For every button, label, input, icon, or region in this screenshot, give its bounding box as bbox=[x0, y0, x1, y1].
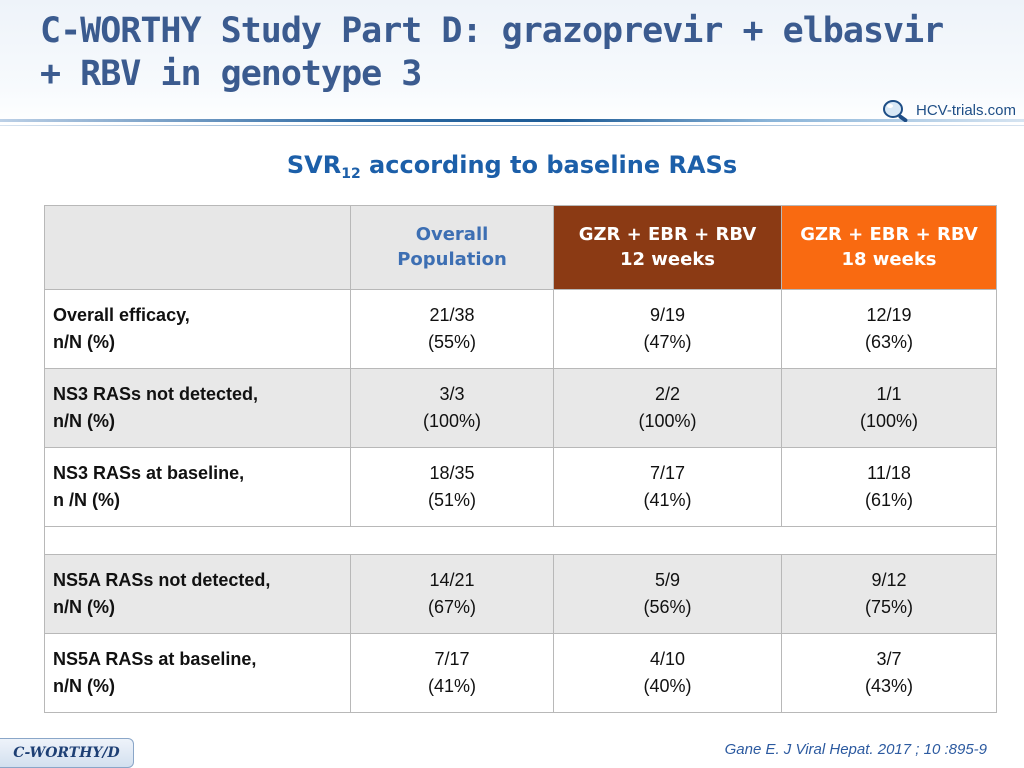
cell-fraction: 14/21 bbox=[429, 570, 475, 590]
header-line: GZR + EBR + RBV bbox=[800, 224, 978, 245]
slide-title-line-2: + RBV in genotype 3 bbox=[40, 54, 422, 94]
cell-overall-population: 3/3 (100%) bbox=[351, 369, 554, 448]
cell-percent: (41%) bbox=[643, 490, 692, 510]
cell-percent: (47%) bbox=[643, 332, 692, 352]
header-empty-cell bbox=[45, 206, 351, 290]
row-label: NS5A RASs at baseline, n/N (%) bbox=[45, 634, 351, 713]
row-label-line: n/N (%) bbox=[53, 411, 115, 431]
row-label-line: Overall efficacy, bbox=[53, 305, 190, 325]
spacer-cell bbox=[45, 527, 997, 555]
study-badge: C-WORTHY/D bbox=[0, 738, 134, 768]
magnifier-icon bbox=[883, 100, 908, 122]
cell-12-weeks: 5/9 (56%) bbox=[554, 555, 782, 634]
cell-percent: (56%) bbox=[643, 597, 692, 617]
row-label-line: NS3 RASs at baseline, bbox=[53, 463, 245, 483]
cell-percent: (75%) bbox=[864, 597, 913, 617]
logo-text: HCV-trials.com bbox=[916, 101, 1017, 119]
subtitle-main: SVR bbox=[286, 151, 342, 179]
cell-percent: (43%) bbox=[864, 676, 913, 696]
cell-12-weeks: 7/17 (41%) bbox=[554, 448, 782, 527]
svr12-table: Overall Population GZR + EBR + RBV 12 we… bbox=[44, 205, 997, 713]
header-line: Overall bbox=[415, 224, 489, 245]
cell-percent: (55%) bbox=[427, 332, 476, 352]
cell-12-weeks: 4/10 (40%) bbox=[554, 634, 782, 713]
cell-fraction: 9/12 bbox=[871, 570, 907, 590]
cell-percent: (67%) bbox=[427, 597, 476, 617]
cell-fraction: 18/35 bbox=[429, 463, 475, 483]
row-label-line: NS5A RASs not detected, bbox=[53, 570, 271, 590]
header-overall-population: Overall Population bbox=[351, 206, 554, 290]
header-divider-thin bbox=[0, 125, 1024, 126]
row-label: NS3 RASs not detected, n/N (%) bbox=[45, 369, 351, 448]
subtitle-rest: according to baseline RASs bbox=[360, 151, 738, 179]
cell-fraction: 3/3 bbox=[439, 384, 465, 404]
cell-overall-population: 14/21 (67%) bbox=[351, 555, 554, 634]
cell-percent: (100%) bbox=[859, 411, 919, 431]
cell-18-weeks: 9/12 (75%) bbox=[782, 555, 997, 634]
row-label: NS3 RASs at baseline, n /N (%) bbox=[45, 448, 351, 527]
cell-fraction: 5/9 bbox=[654, 570, 681, 590]
row-label-line: NS3 RASs not detected, bbox=[53, 384, 259, 404]
table-header-row: Overall Population GZR + EBR + RBV 12 we… bbox=[45, 206, 997, 290]
header-divider bbox=[0, 119, 1024, 122]
cell-fraction: 7/17 bbox=[649, 463, 686, 483]
row-label-line: n/N (%) bbox=[53, 597, 115, 617]
table-spacer-row bbox=[45, 527, 997, 555]
hcv-trials-logo: HCV-trials.com bbox=[882, 97, 1016, 123]
cell-overall-population: 21/38 (55%) bbox=[351, 290, 554, 369]
row-label: Overall efficacy, n/N (%) bbox=[45, 290, 351, 369]
table-row-ns5a-at-baseline: NS5A RASs at baseline, n/N (%) 7/17 (41%… bbox=[45, 634, 997, 713]
row-label-line: NS5A RASs at baseline, bbox=[53, 649, 257, 669]
header-12-weeks: GZR + EBR + RBV 12 weeks bbox=[554, 206, 782, 290]
slide-title: C-WORTHY Study Part D: grazoprevir + elb… bbox=[40, 10, 980, 96]
cell-fraction: 21/38 bbox=[429, 305, 475, 325]
cell-percent: (41%) bbox=[427, 676, 476, 696]
header-18-weeks: GZR + EBR + RBV 18 weeks bbox=[782, 206, 997, 290]
cell-percent: (51%) bbox=[427, 490, 476, 510]
cell-18-weeks: 1/1 (100%) bbox=[782, 369, 997, 448]
cell-18-weeks: 12/19 (63%) bbox=[782, 290, 997, 369]
cell-fraction: 1/1 bbox=[876, 384, 902, 404]
table-subtitle: SVR12 according to baseline RASs bbox=[0, 151, 1024, 182]
cell-fraction: 11/18 bbox=[867, 463, 911, 483]
row-label-line: n /N (%) bbox=[53, 490, 120, 510]
header-line: 18 weeks bbox=[841, 249, 937, 270]
table-row-overall-efficacy: Overall efficacy, n/N (%) 21/38 (55%) 9/… bbox=[45, 290, 997, 369]
cell-fraction: 4/10 bbox=[649, 649, 686, 669]
header-line: 12 weeks bbox=[619, 249, 716, 270]
table-row-ns5a-not-detected: NS5A RASs not detected, n/N (%) 14/21 (6… bbox=[45, 555, 997, 634]
header-line: GZR + EBR + RBV bbox=[578, 224, 757, 245]
cell-12-weeks: 9/19 (47%) bbox=[554, 290, 782, 369]
cell-18-weeks: 3/7 (43%) bbox=[782, 634, 997, 713]
table-row-ns3-at-baseline: NS3 RASs at baseline, n /N (%) 18/35 (51… bbox=[45, 448, 997, 527]
cell-18-weeks: 11/18 (61%) bbox=[782, 448, 997, 527]
cell-fraction: 7/17 bbox=[434, 649, 470, 669]
cell-fraction: 12/19 bbox=[866, 305, 912, 325]
cell-percent: (100%) bbox=[422, 411, 482, 431]
table-row-ns3-not-detected: NS3 RASs not detected, n/N (%) 3/3 (100%… bbox=[45, 369, 997, 448]
row-label-line: n/N (%) bbox=[53, 332, 115, 352]
cell-percent: (40%) bbox=[643, 676, 692, 696]
cell-fraction: 3/7 bbox=[876, 649, 902, 669]
cell-overall-population: 18/35 (51%) bbox=[351, 448, 554, 527]
row-label: NS5A RASs not detected, n/N (%) bbox=[45, 555, 351, 634]
slide-title-line-1: C-WORTHY Study Part D: grazoprevir + elb… bbox=[40, 11, 944, 51]
cell-percent: (100%) bbox=[638, 411, 697, 431]
cell-fraction: 9/19 bbox=[649, 305, 686, 325]
header-line: Population bbox=[397, 249, 507, 270]
row-label-line: n/N (%) bbox=[53, 676, 115, 696]
cell-12-weeks: 2/2 (100%) bbox=[554, 369, 782, 448]
cell-fraction: 2/2 bbox=[654, 384, 681, 404]
subtitle-subscript: 12 bbox=[341, 166, 361, 182]
header-background bbox=[0, 0, 1024, 125]
cell-overall-population: 7/17 (41%) bbox=[351, 634, 554, 713]
cell-percent: (61%) bbox=[864, 490, 913, 510]
citation-text: Gane E. J Viral Hepat. 2017 ; 10 :895-9 bbox=[724, 741, 987, 758]
cell-percent: (63%) bbox=[864, 332, 913, 352]
